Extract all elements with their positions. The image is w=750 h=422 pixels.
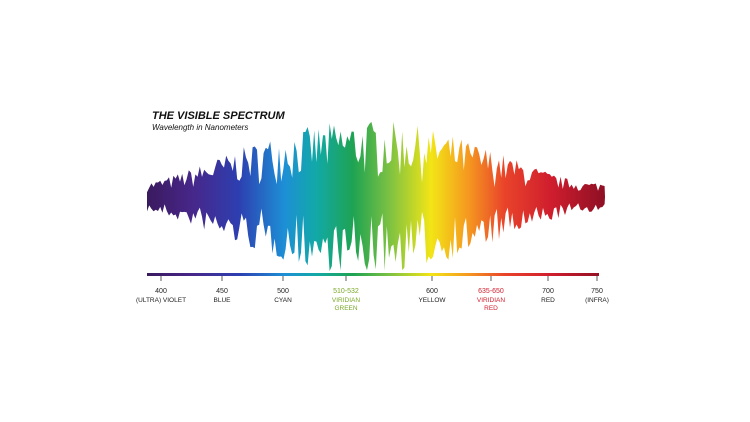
color-name: VIRIDIAN RED bbox=[477, 297, 505, 312]
color-name: BLUE bbox=[214, 297, 232, 304]
wavelength-label: 700 bbox=[542, 288, 554, 295]
title: THE VISIBLE SPECTRUM bbox=[152, 110, 285, 122]
subtitle: Wavelength in Nanometers bbox=[152, 123, 248, 132]
wavelength-label: 600 bbox=[426, 288, 438, 295]
wavelength-label: 510-532 bbox=[333, 288, 359, 295]
scale-marks: 400 (ULTRA) VIOLET 450 BLUE 500 CYAN 510-532 VI… bbox=[136, 276, 609, 312]
scale-bar bbox=[147, 273, 599, 276]
color-name: RED bbox=[541, 297, 555, 304]
wavelength-label: 400 bbox=[155, 288, 167, 295]
wavelength-label: 500 bbox=[277, 288, 289, 295]
color-name: CYAN bbox=[274, 297, 292, 304]
color-name: (ULTRA) VIOLET bbox=[136, 297, 186, 304]
color-name: VIRIDIAN GREEN bbox=[332, 297, 360, 312]
wavelength-label: 450 bbox=[216, 288, 228, 295]
wavelength-label: 635-650 bbox=[478, 288, 504, 295]
waveform bbox=[147, 121, 605, 272]
wavelength-label: 750 bbox=[591, 288, 603, 295]
color-name: YELLOW bbox=[418, 297, 446, 304]
color-name: (INFRA) bbox=[585, 297, 609, 304]
